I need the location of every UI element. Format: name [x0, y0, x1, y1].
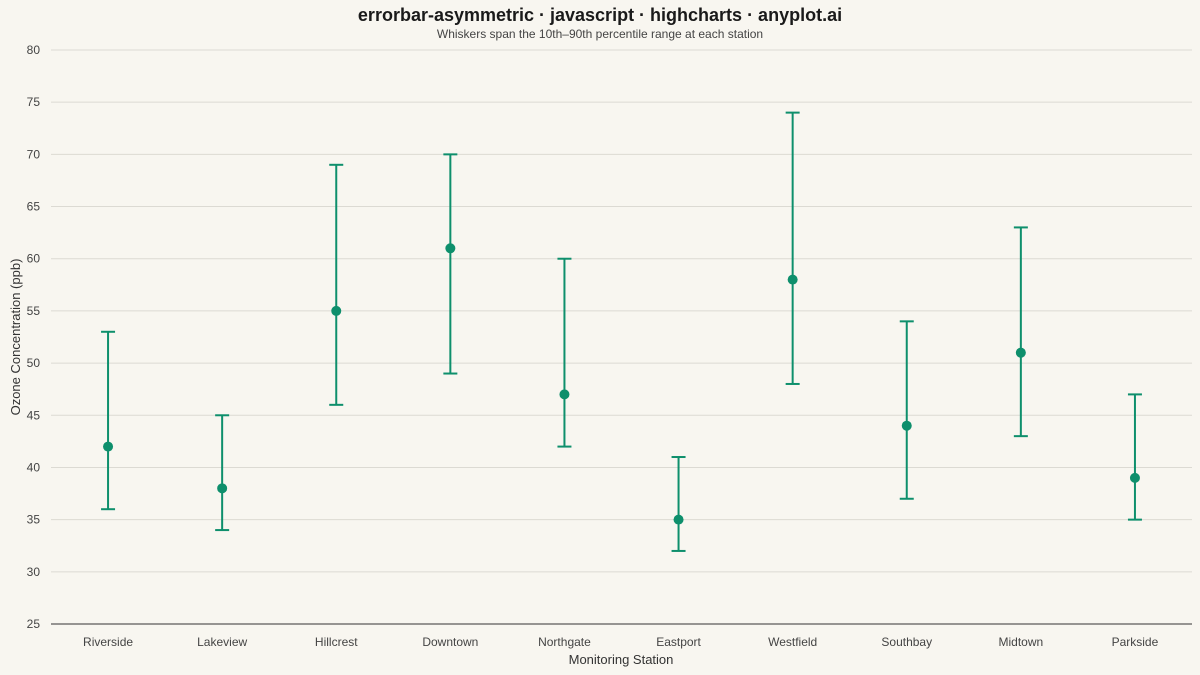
data-point [673, 514, 684, 525]
data-point [331, 305, 342, 316]
data-point [445, 243, 456, 254]
x-axis-ticks: Riverside Lakeview Hillcrest Downtown Northg… [83, 635, 1159, 649]
y-tick-label: 80 [27, 43, 41, 57]
x-tick-label: Parkside [1112, 635, 1159, 649]
data-point [787, 274, 798, 285]
errorbar-group [557, 257, 572, 448]
data-point [559, 389, 570, 400]
y-tick-label: 25 [27, 617, 41, 631]
errorbar-group [101, 330, 116, 511]
x-tick-label: Riverside [83, 635, 133, 649]
errorbar-group [671, 456, 686, 552]
y-tick-label: 70 [27, 147, 41, 161]
y-tick-label: 45 [27, 408, 41, 422]
errorbar-group [1013, 226, 1028, 438]
x-tick-label: Eastport [656, 635, 701, 649]
errorbar-group [329, 163, 344, 406]
errorbar-group [443, 153, 458, 375]
series-errorbars [101, 111, 1142, 552]
x-tick-label: Northgate [538, 635, 591, 649]
y-tick-label: 60 [27, 252, 41, 266]
errorbar-group [785, 111, 800, 385]
chart-subtitle: Whiskers span the 10th–90th percentile r… [437, 27, 763, 41]
y-tick-label: 50 [27, 356, 41, 370]
data-point [217, 483, 228, 494]
x-tick-label: Westfield [768, 635, 817, 649]
data-point [1015, 347, 1026, 358]
y-tick-label: 35 [27, 513, 41, 527]
chart-title: errorbar-asymmetric · javascript · highc… [358, 5, 842, 25]
data-point [103, 441, 114, 452]
x-tick-label: Hillcrest [315, 635, 358, 649]
x-axis-title: Monitoring Station [569, 652, 674, 667]
grid-lines [51, 49, 1192, 573]
errorbar-group [215, 414, 230, 532]
errorbar-group [899, 320, 914, 500]
errorbar-group [1127, 393, 1142, 521]
x-tick-label: Midtown [999, 635, 1044, 649]
y-tick-label: 30 [27, 565, 41, 579]
data-point [1129, 472, 1140, 483]
y-tick-label: 65 [27, 200, 41, 214]
y-tick-label: 75 [27, 95, 41, 109]
x-tick-label: Downtown [422, 635, 478, 649]
y-tick-label: 40 [27, 460, 41, 474]
data-point [901, 420, 912, 431]
y-axis-ticks: 25 30 35 40 45 50 55 60 65 70 75 80 [27, 43, 41, 631]
y-axis-title: Ozone Concentration (ppb) [8, 259, 23, 416]
x-tick-label: Lakeview [197, 635, 247, 649]
x-tick-label: Southbay [881, 635, 932, 649]
y-tick-label: 55 [27, 304, 41, 318]
